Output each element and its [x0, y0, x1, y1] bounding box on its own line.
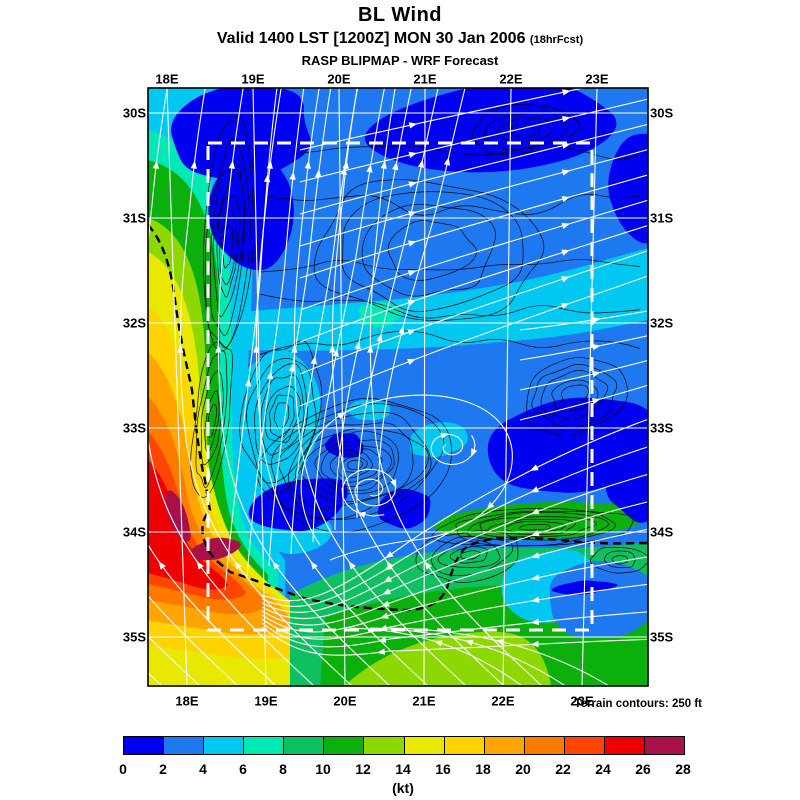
valid-time-line: Valid 1400 LST [1200Z] MON 30 Jan 2006 (…: [0, 30, 800, 48]
colorbar-cell: [484, 737, 525, 754]
lon-label-bottom: 23E: [570, 693, 594, 709]
colorbar-cell: [444, 737, 485, 754]
colorbar-tick: 4: [199, 761, 207, 777]
colorbar-cell: [404, 737, 445, 754]
lat-label-right: 34S: [650, 524, 674, 540]
lon-label-top: 20E: [327, 71, 351, 87]
lon-label-bottom: 21E: [412, 693, 436, 709]
lon-label-top: 19E: [241, 71, 265, 87]
lon-label-top: 21E: [413, 71, 437, 87]
colorbar-cell: [564, 737, 605, 754]
colorbar-tick: 8: [279, 761, 287, 777]
terrain-contour-note: Terrain contours: 250 ft: [574, 698, 702, 710]
lon-label-bottom: 19E: [254, 693, 278, 709]
colorbar-tick: 14: [395, 761, 411, 777]
colorbar-unit-label: (kt): [392, 780, 414, 796]
lat-label-right: 32S: [650, 315, 674, 331]
colorbar-cell: [164, 737, 205, 754]
lon-label-bottom: 20E: [333, 693, 357, 709]
colorbar-tick: 28: [675, 761, 691, 777]
colorbar-cell: [244, 737, 285, 754]
colorbar-cell: [324, 737, 365, 754]
lat-label-right: 35S: [650, 629, 674, 645]
colorbar-tick: 18: [475, 761, 491, 777]
lat-label-left: 30S: [122, 105, 146, 121]
lon-label-top: 22E: [499, 71, 523, 87]
colorbar-tick: 12: [355, 761, 371, 777]
valid-time-text: Valid 1400 LST [1200Z] MON 30 Jan 2006: [216, 30, 526, 47]
colorbar-tick: 6: [239, 761, 247, 777]
colorbar-tick: 10: [315, 761, 331, 777]
forecast-hour-suffix: (18hrFcst): [529, 34, 584, 46]
colorbar-cell: [645, 737, 685, 754]
colorbar-tick: 20: [515, 761, 531, 777]
colorbar-tick: 22: [555, 761, 571, 777]
colorbar-cell: [204, 737, 245, 754]
lat-label-right: 33S: [650, 420, 674, 436]
lon-label-bottom: 22E: [491, 693, 515, 709]
lat-label-left: 31S: [122, 210, 146, 226]
colorbar-cell: [284, 737, 325, 754]
colorbar-tick: 26: [635, 761, 651, 777]
lat-label-right: 31S: [650, 210, 674, 226]
colorbar-cell: [124, 737, 165, 754]
page-title: BL Wind: [357, 4, 443, 26]
lat-label-right: 30S: [650, 105, 674, 121]
colorbar-tick: 2: [159, 761, 167, 777]
lon-label-top: 23E: [585, 71, 609, 87]
lon-label-top: 18E: [155, 71, 179, 87]
colorbar-cell: [364, 737, 405, 754]
colorbar-tick: 16: [435, 761, 451, 777]
lat-label-left: 35S: [122, 629, 146, 645]
lat-label-left: 32S: [122, 315, 146, 331]
product-line: RASP BLIPMAP - WRF Forecast: [301, 53, 499, 68]
lat-label-left: 34S: [122, 524, 146, 540]
wind-map-canvas: [147, 87, 649, 687]
lat-label-left: 33S: [122, 420, 146, 436]
colorbar-cell: [604, 737, 646, 754]
colorbar-tick: 24: [595, 761, 611, 777]
lon-label-bottom: 18E: [175, 693, 199, 709]
colorbar-tick: 0: [119, 761, 127, 777]
colorbar-cell: [524, 737, 565, 754]
wind-speed-colorbar: [123, 736, 685, 755]
